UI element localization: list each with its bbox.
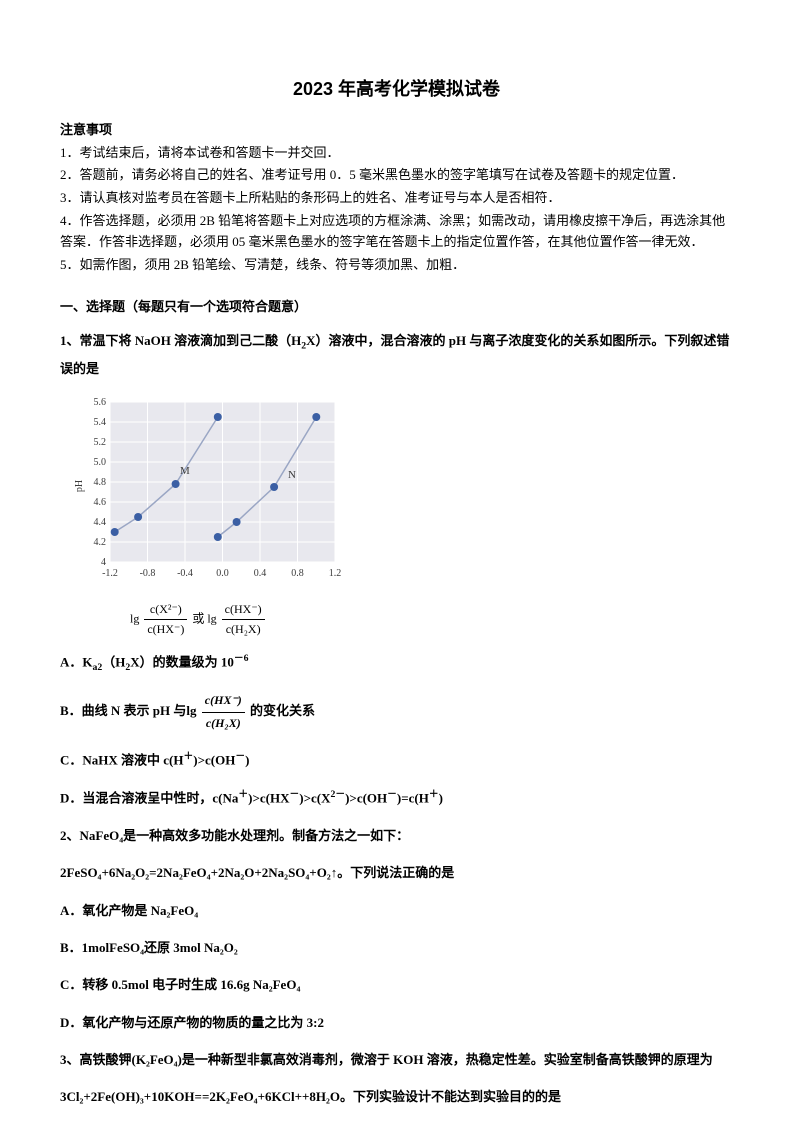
q1-option-b: B．曲线 N 表示 pH 与lg c(HX⁻) c(H₂X) 的变化关系 [60, 690, 733, 734]
q1b-fraction: c(HX⁻) c(H₂X) [202, 690, 245, 734]
q1-text-part3: 误的是 [60, 361, 99, 376]
notice-4: 4．作答选择题，必须用 2B 铅笔将答题卡上对应选项的方框涂满、涂黑；如需改动，… [60, 211, 733, 253]
q2-option-b: B．1molFeSO₄还原 3mol Na₂O₂ [60, 936, 733, 959]
q1b-lg: lg [186, 703, 196, 718]
svg-text:-0.4: -0.4 [177, 568, 193, 579]
svg-text:1.2: 1.2 [329, 568, 342, 579]
q1b-frac-num: c(HX⁻) [202, 690, 245, 713]
q3-equation: 3Cl₂+2Fe(OH)₃+10KOH==2K₂FeO₄+6KCl++8H₂O。… [60, 1085, 733, 1108]
q1-chart: 4 4.2 4.4 4.6 4.8 5.0 5.2 5.4 5.6 -1.2 -… [70, 394, 733, 639]
question-2: 2、NaFeO₄是一种高效多功能水处理剂。制备方法之一如下： [60, 824, 733, 847]
notice-5: 5．如需作图，须用 2B 铅笔绘、写清楚，线条、符号等须加黑、加粗． [60, 255, 733, 276]
q1-text-part2: X）溶液中，混合溶液的 pH 与离子浓度变化的关系如图所示。下列叙述错 [306, 333, 729, 348]
q2-option-c: C．转移 0.5mol 电子时生成 16.6g Na₂FeO₄ [60, 973, 733, 996]
svg-text:0.8: 0.8 [291, 568, 304, 579]
q1-text-part1: 1、常温下将 NaOH 溶液滴加到己二酸（H [60, 333, 301, 348]
series-n-label: N [288, 469, 296, 481]
q1b-suffix: 的变化关系 [250, 703, 315, 718]
svg-text:-0.8: -0.8 [140, 568, 156, 579]
q2-option-d: D．氧化产物与还原产物的物质的量之比为 3:2 [60, 1011, 733, 1034]
svg-text:5.0: 5.0 [94, 457, 107, 468]
section-header: 一、选择题（每题只有一个选项符合题意） [60, 297, 733, 318]
q2-equation: 2FeSO₄+6Na₂O₂=2Na₂FeO₄+2Na₂O+2Na₂SO₄+O₂↑… [60, 861, 733, 884]
q1b-prefix: B．曲线 N 表示 pH 与 [60, 703, 186, 718]
chart-svg: 4 4.2 4.4 4.6 4.8 5.0 5.2 5.4 5.6 -1.2 -… [70, 394, 350, 594]
svg-text:4.4: 4.4 [94, 517, 107, 528]
question-3: 3、高铁酸钾(K₂FeO₄)是一种新型非氯高效消毒剂，微溶于 KOH 溶液，热稳… [60, 1048, 733, 1071]
y-ticks: 4 4.2 4.4 4.6 4.8 5.0 5.2 5.4 5.6 [94, 397, 107, 568]
svg-text:0.4: 0.4 [254, 568, 267, 579]
svg-text:-1.2: -1.2 [102, 568, 118, 579]
svg-text:5.6: 5.6 [94, 397, 107, 408]
svg-text:4.6: 4.6 [94, 497, 107, 508]
q1-option-c: C．NaHX 溶液中 c(H＋)>c(OH－) [60, 748, 733, 772]
frac-2: c(HX⁻)c(H₂X) [222, 600, 265, 639]
question-1: 1、常温下将 NaOH 溶液滴加到己二酸（H2X）溶液中，混合溶液的 pH 与离… [60, 328, 733, 382]
svg-text:0.0: 0.0 [216, 568, 229, 579]
q1-option-a: A．Ka2（H2X）的数量级为 10－6 [60, 650, 733, 676]
page-title: 2023 年高考化学模拟试卷 [60, 75, 733, 104]
x-axis-label: lg c(X²⁻)c(HX⁻) 或 lg c(HX⁻)c(H₂X) [130, 600, 733, 639]
svg-text:5.4: 5.4 [94, 417, 107, 428]
svg-text:4.8: 4.8 [94, 477, 107, 488]
notice-1: 1．考试结束后，请将本试卷和答题卡一并交回． [60, 143, 733, 164]
notice-header: 注意事项 [60, 120, 733, 141]
y-axis-label: pH [74, 480, 85, 492]
notice-3: 3．请认真核对监考员在答题卡上所粘贴的条形码上的姓名、准考证号与本人是否相符． [60, 188, 733, 209]
q1-option-d: D．当混合溶液呈中性时，c(Na＋)>c(HX－)>c(X2－)>c(OH－)=… [60, 786, 733, 810]
q2-option-a: A．氧化产物是 Na₂FeO₄ [60, 899, 733, 922]
svg-text:4: 4 [101, 557, 106, 568]
notice-2: 2．答题前，请务必将自己的姓名、准考证号用 0．5 毫米黑色墨水的签字笔填写在试… [60, 165, 733, 186]
frac-1: c(X²⁻)c(HX⁻) [144, 600, 187, 639]
q1b-frac-den: c(H₂X) [202, 713, 245, 735]
svg-text:4.2: 4.2 [94, 537, 107, 548]
svg-text:5.2: 5.2 [94, 437, 107, 448]
x-ticks: -1.2 -0.8 -0.4 0.0 0.4 0.8 1.2 [102, 568, 341, 579]
series-m-label: M [180, 465, 190, 477]
